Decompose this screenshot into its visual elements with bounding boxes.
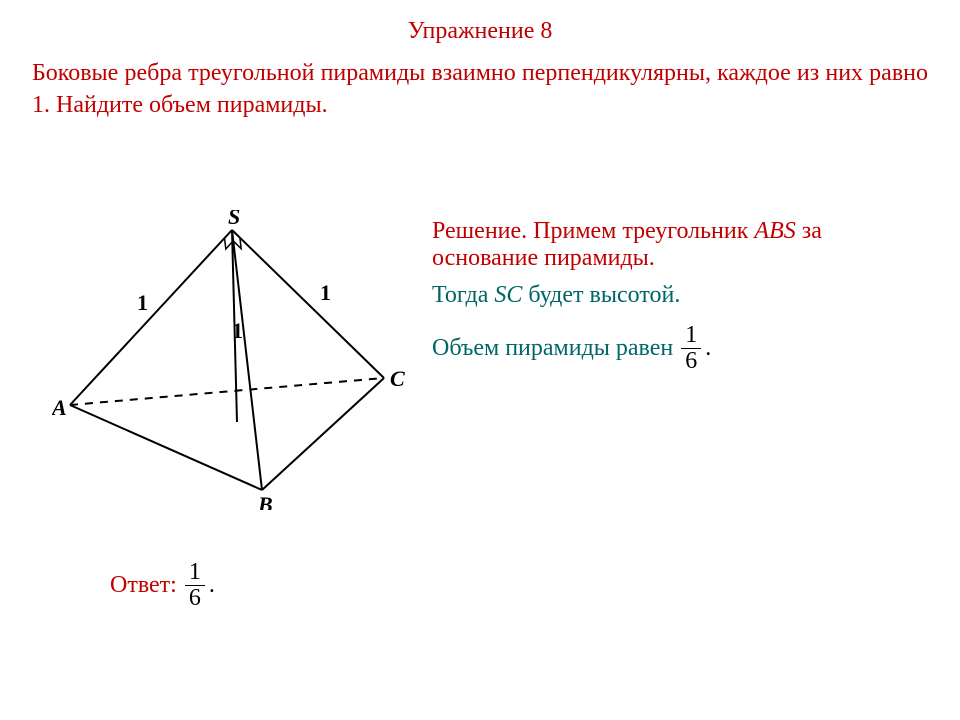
segment-sc: SC [494,282,522,308]
solution-line-1: Решение. Примем треугольник ABS за основ… [432,218,927,272]
pyramid-figure: S A B C 1 1 1 [52,210,412,510]
svg-text:1: 1 [137,290,148,315]
solution-text: Примем треугольник [527,218,754,244]
slide: Упражнение 8 Боковые ребра треугольной п… [0,0,960,720]
period: . [209,572,215,599]
solution-line-3: Объем пирамиды равен 1 6 . [432,323,927,374]
solution-block: Решение. Примем треугольник ABS за основ… [432,218,927,374]
solution-text: будет высотой. [522,282,680,308]
svg-text:S: S [228,210,240,229]
problem-statement: Боковые ребра треугольной пирамиды взаим… [0,45,960,122]
solution-text: Тогда [432,282,494,308]
fraction-numerator: 1 [185,560,205,586]
solution-prefix: Решение. [432,218,527,244]
svg-text:A: A [52,395,67,420]
svg-text:B: B [257,492,273,510]
fraction-numerator: 1 [681,323,701,349]
volume-fraction: 1 6 [681,323,701,374]
exercise-title: Упражнение 8 [0,0,960,45]
period: . [705,335,711,362]
fraction-denominator: 6 [185,586,205,611]
fraction-denominator: 6 [681,349,701,374]
svg-text:1: 1 [320,280,331,305]
solution-text: Объем пирамиды равен [432,335,673,362]
answer-label: Ответ: [110,572,177,599]
pyramid-svg: S A B C 1 1 1 [52,210,412,510]
svg-text:C: C [390,366,405,391]
answer-block: Ответ: 1 6 . [110,560,215,611]
triangle-name: ABS [754,218,795,244]
svg-text:1: 1 [232,318,243,343]
answer-fraction: 1 6 [185,560,205,611]
solution-line-2: Тогда SC будет высотой. [432,282,927,309]
